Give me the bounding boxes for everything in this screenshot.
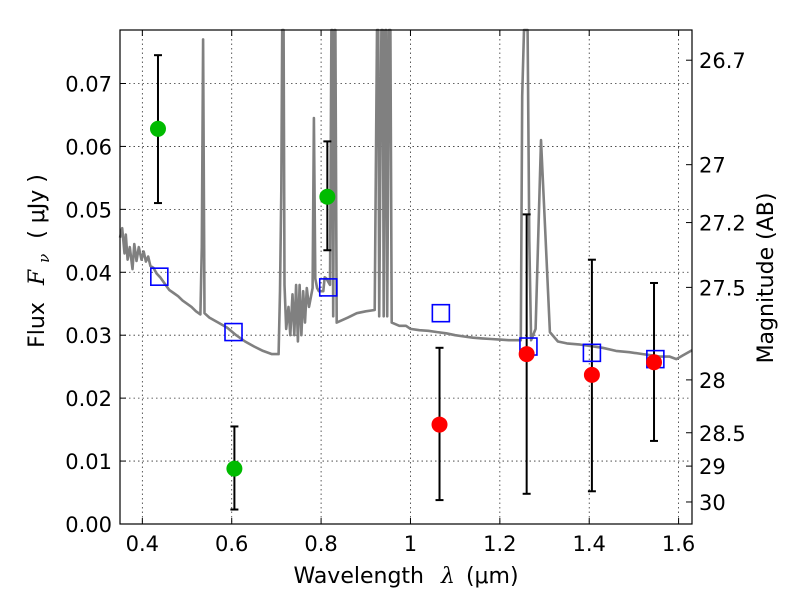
y-tick-label: 0.02: [65, 387, 112, 411]
x-tick-label: 1: [404, 532, 417, 556]
y-tick-label: 0.06: [65, 135, 112, 159]
upper-limit-point: [431, 416, 448, 433]
spectrum-layer: [118, 28, 693, 361]
model-photometry-square: [318, 278, 338, 297]
x-tick-label: 0.8: [304, 532, 337, 556]
y-axis-label-text: Flux: [25, 302, 50, 348]
x-tick-label: 0.6: [215, 532, 248, 556]
y-tick-label: 0.03: [65, 324, 112, 348]
y2-tick-label: 30: [699, 491, 726, 515]
y2-axis-label: Magnitude (AB): [754, 193, 779, 364]
tick-layer: 0.4 0.6 0.8 1 1.2 1.4 1.6 0.00 0.01 0.02 0.03 0.04 0…: [65, 30, 746, 556]
y-tick-label: 0.07: [65, 72, 112, 96]
detection-point: [149, 120, 166, 137]
y-tick-label: 0.00: [65, 513, 112, 537]
upper-limit-point: [583, 366, 600, 383]
x-tick-label: 1.2: [483, 532, 516, 556]
model-spectrum-line: [118, 28, 693, 361]
y-tick-label: 0.04: [65, 261, 112, 285]
model-photometry-square: [150, 267, 169, 286]
y-axis-label-unit: ( μJy ): [25, 174, 50, 239]
plot-frame: [119, 29, 693, 525]
x-axis-label-symbol: λ: [440, 564, 455, 589]
x-axis-label: Wavelength λ (μm): [293, 564, 518, 589]
marker-layer: [149, 120, 665, 477]
y2-tick-label: 28: [699, 369, 726, 393]
y-tick-label: 0.01: [65, 450, 112, 474]
y2-tick-label: 26.7: [699, 49, 746, 73]
x-axis-label-unit: (μm): [466, 564, 519, 589]
y-axis-label-symbol: F: [25, 269, 50, 286]
y2-tick-label: 28.5: [699, 422, 746, 446]
model-photometry-square: [582, 343, 602, 363]
upper-limit-point: [646, 354, 663, 371]
y2-tick-label: 29: [699, 455, 726, 479]
y-tick-label: 0.05: [65, 198, 112, 222]
x-tick-label: 1.6: [662, 532, 695, 556]
y-axis-label-symbol-sub: ν: [35, 254, 53, 263]
model-photometry-square: [431, 303, 451, 323]
x-axis-label-text: Wavelength: [293, 564, 424, 589]
y2-tick-label: 27.5: [699, 276, 746, 300]
y2-tick-label: 27: [699, 154, 726, 178]
model-photometry-square: [224, 322, 243, 342]
detection-point: [319, 188, 336, 205]
x-tick-label: 0.4: [126, 532, 159, 556]
detection-point: [226, 460, 243, 477]
x-tick-label: 1.4: [573, 532, 606, 556]
y2-tick-label: 27.2: [699, 212, 746, 236]
upper-limit-point: [518, 346, 535, 363]
y-axis-label: Flux F ν ( μJy ): [25, 174, 55, 348]
